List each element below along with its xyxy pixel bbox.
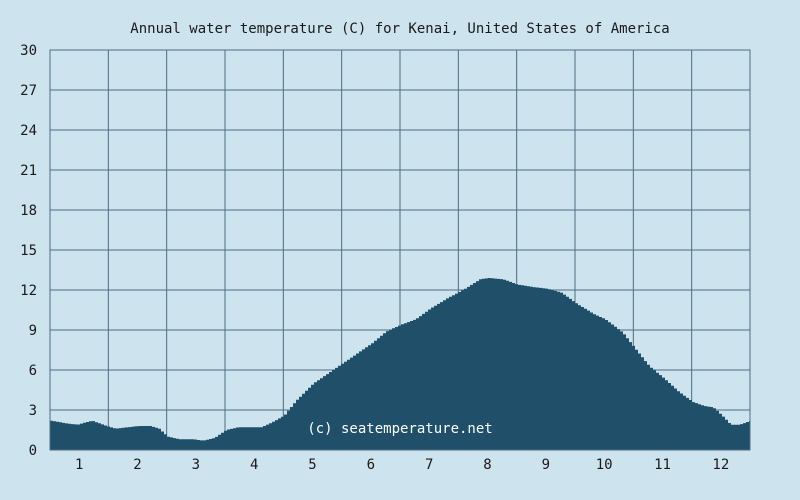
- y-tick-label: 24: [20, 123, 37, 139]
- y-tick-label: 30: [20, 43, 37, 59]
- x-tick-label: 2: [133, 457, 141, 473]
- x-tick-label: 4: [250, 457, 258, 473]
- x-tick-label: 5: [308, 457, 316, 473]
- y-tick-label: 9: [29, 323, 37, 339]
- y-axis-ticks: 0 3 6 9 12 15 18 21 24 27 30: [20, 43, 37, 459]
- x-tick-label: 6: [367, 457, 375, 473]
- x-tick-label: 11: [654, 457, 671, 473]
- x-tick-label: 1: [75, 457, 83, 473]
- y-tick-label: 3: [29, 403, 37, 419]
- y-tick-label: 0: [29, 443, 37, 459]
- chart-title: Annual water temperature (C) for Kenai, …: [130, 21, 669, 37]
- temperature-area: [50, 278, 750, 450]
- x-axis-ticks: 1 2 3 4 5 6 7 8 9 10 11 12: [75, 457, 729, 473]
- x-tick-label: 8: [483, 457, 491, 473]
- x-tick-label: 12: [712, 457, 729, 473]
- y-tick-label: 18: [20, 203, 37, 219]
- x-tick-label: 9: [542, 457, 550, 473]
- watermark: (c) seatemperature.net: [307, 421, 492, 437]
- x-tick-label: 3: [192, 457, 200, 473]
- y-tick-label: 15: [20, 243, 37, 259]
- plot-border: [49, 49, 751, 451]
- y-tick-label: 12: [20, 283, 37, 299]
- y-tick-label: 6: [29, 363, 37, 379]
- y-tick-label: 21: [20, 163, 37, 179]
- x-tick-label: 10: [596, 457, 613, 473]
- x-tick-label: 7: [425, 457, 433, 473]
- y-tick-label: 27: [20, 83, 37, 99]
